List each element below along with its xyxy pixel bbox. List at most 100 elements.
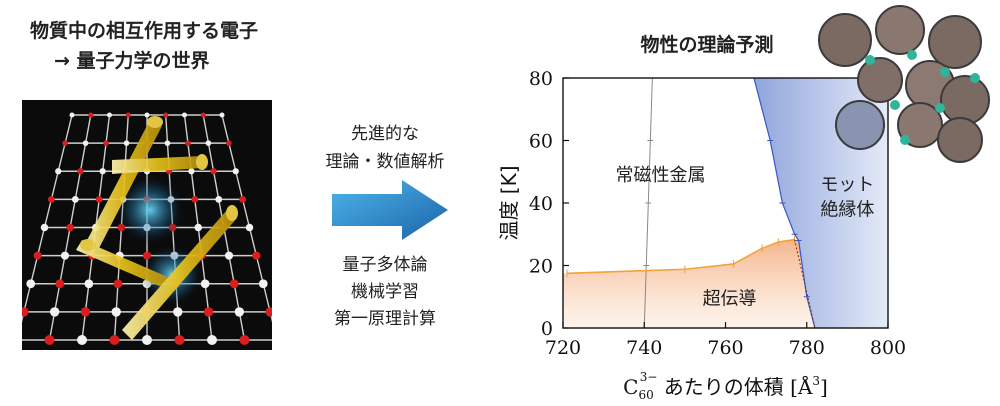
lattice-site [77, 335, 87, 345]
spin-arrow-head-icon [147, 116, 163, 128]
lattice-site [205, 140, 212, 146]
lattice-site [226, 140, 232, 146]
lattice-site [125, 112, 131, 118]
lattice-site [47, 195, 55, 203]
region-label-mott: モット [820, 175, 874, 196]
x-tick-label: 760 [707, 337, 743, 359]
lattice-site [55, 168, 62, 175]
lattice-site [200, 112, 206, 118]
lattice-site [123, 140, 130, 146]
lattice-site [144, 112, 150, 118]
chart-title: 物性の理論予測 [640, 34, 774, 56]
lattice-site [77, 168, 84, 175]
spin-arrow-icon [76, 240, 170, 288]
lattice-site [185, 140, 191, 146]
lattice-site [55, 279, 65, 289]
y-axis-label: 温度 [K] [497, 165, 521, 240]
lattice-site [62, 140, 68, 146]
lattice-site [215, 195, 223, 203]
lattice-site [49, 307, 60, 317]
lattice-site [239, 335, 250, 345]
spin-arrow-icon [112, 156, 202, 174]
right-arrow-icon [332, 180, 448, 240]
method-item: 機械学習 [351, 282, 419, 302]
lattice-site [164, 140, 171, 146]
lattice-site [210, 168, 217, 175]
left-heading-line1: 物質中の相互作用する電子 [30, 20, 259, 42]
lattice-site [219, 112, 225, 118]
y-tick-label: 40 [529, 193, 553, 215]
y-tick-label: 80 [529, 68, 553, 90]
lattice-site [44, 335, 55, 345]
method-list: 量子多体論 機械学習 第一原理計算 [300, 252, 470, 333]
left-heading-line2: → 量子力学の世界 [54, 50, 210, 72]
lattice-site [107, 112, 112, 118]
lattice-site [163, 112, 169, 118]
lattice-site [173, 307, 183, 317]
lattice-site [113, 279, 123, 289]
spin-arrow-head-icon [196, 154, 208, 170]
electron-lattice-illustration [22, 100, 272, 350]
method-item: 量子多体論 [342, 255, 428, 275]
lattice-site [80, 307, 91, 317]
lattice-site [229, 279, 239, 289]
spin-arrow-head-icon [80, 239, 96, 251]
y-tick-label: 20 [529, 256, 553, 278]
y-tick-label: 60 [529, 131, 553, 153]
lattice-site [234, 307, 245, 317]
superconducting-boundary-line [567, 238, 795, 275]
lattice-site [191, 195, 199, 203]
sc-dome-edge [794, 239, 816, 329]
superconducting-region [563, 239, 815, 328]
y-tick-label: 0 [541, 318, 553, 340]
x-axis-label: C603− あたりの体積 [Å3] [623, 370, 828, 402]
x-tick-label: 740 [626, 337, 662, 359]
x-tick-label: 800 [870, 337, 906, 359]
lattice-site [95, 195, 103, 203]
lattice-site [66, 223, 74, 232]
x-tick-label: 720 [545, 337, 581, 359]
region-label-metal: 常磁性金属 [616, 165, 706, 186]
lattice-site [103, 140, 109, 146]
lattice-site [33, 251, 42, 260]
region-label-mott: 絶縁体 [820, 200, 874, 221]
lattice-site [26, 279, 36, 289]
method-item: 第一原理計算 [334, 309, 436, 329]
x-tick-label: 780 [789, 337, 825, 359]
method-heading: 先進的な 理論・数値解析 [300, 120, 470, 176]
lattice-site [71, 195, 79, 203]
spin-arrow-icon [82, 120, 162, 258]
lattice-site [239, 195, 247, 203]
lattice-site [182, 112, 187, 118]
fullerene-crystal-illustration [818, 5, 990, 163]
spin-arrows [76, 116, 238, 340]
lattice-site [40, 223, 49, 232]
lattice-site [111, 307, 121, 317]
lattice-site [99, 168, 106, 175]
lattice-site [265, 307, 272, 317]
lattice-site [142, 335, 152, 345]
lattice-site [22, 307, 29, 317]
lattice-site [207, 335, 217, 345]
lattice-site [69, 112, 75, 118]
spin-arrow-icon [122, 210, 237, 340]
lattice-site [109, 335, 120, 345]
lattice-site [60, 251, 70, 260]
lattice-site [245, 223, 254, 232]
lattice-site [194, 223, 202, 232]
lattice-site [252, 251, 261, 260]
lattice-site [232, 168, 239, 175]
lattice-site [174, 335, 185, 345]
region-label-superconductor: 超伝導 [703, 289, 757, 310]
lattice-site [82, 140, 89, 146]
method-heading-line: 先進的な [351, 124, 419, 144]
method-heading-line: 理論・数値解析 [325, 152, 445, 172]
lattice-site [203, 307, 214, 317]
lattice-site [224, 251, 234, 260]
left-heading: 物質中の相互作用する電子 → 量子力学の世界 [30, 16, 300, 76]
lattice-site [188, 168, 195, 175]
spin-arrow-head-icon [226, 205, 238, 221]
electron-glow-1 [114, 174, 186, 246]
lattice-site [84, 279, 94, 289]
